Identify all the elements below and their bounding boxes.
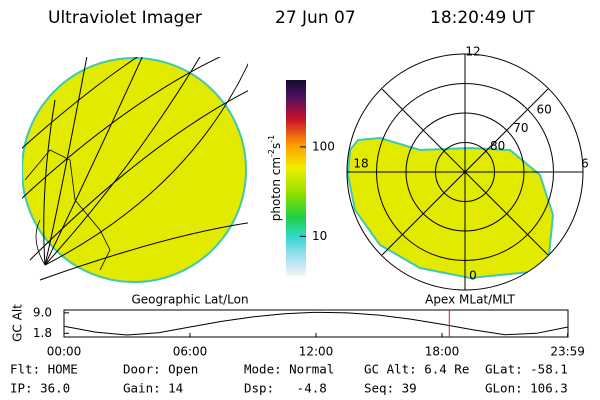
status-field: GLat: -58.1	[485, 362, 568, 377]
unit: photon cm	[269, 157, 283, 221]
unit-exp: -1	[267, 135, 276, 143]
x-tick-label: 12:00	[299, 345, 334, 359]
status-field: Flt: HOME	[10, 362, 78, 377]
status-field: Mode: Normal	[244, 362, 334, 377]
title: Ultraviolet Imager	[48, 8, 202, 28]
mlt-label: 12	[465, 45, 480, 59]
x-tick-label: 23:59	[550, 345, 585, 359]
status-field: Dsp: -4.8	[244, 381, 327, 396]
lat-ring	[376, 83, 554, 261]
time: 18:20:49 UT	[430, 8, 535, 28]
colorbar-tick-label: 100	[312, 139, 335, 153]
lat-ring	[405, 112, 525, 232]
geographic-label: Geographic Lat/Lon	[131, 293, 248, 307]
altitude-ylabel: GC Alt	[11, 304, 25, 342]
status-field: IP: 36.0	[10, 381, 70, 396]
x-tick-label: 00:00	[47, 345, 82, 359]
status-field: GLon: 106.3	[485, 381, 568, 396]
mlt-label: 0	[469, 269, 477, 283]
status-field: Gain: 14	[123, 381, 183, 396]
colorbar-tick-label: 10	[312, 229, 327, 243]
x-tick-label: 06:00	[173, 345, 208, 359]
status-field: Seq: 39	[364, 381, 417, 396]
unit: s	[269, 143, 283, 149]
unit-exp: -2	[267, 149, 276, 157]
lat-ring-label: 80	[490, 139, 505, 153]
colorbar	[286, 80, 306, 276]
polar-image	[346, 53, 584, 291]
colorbar-label: photon cm-2s-1	[267, 135, 283, 222]
mlt-label: 18	[353, 157, 368, 171]
lat-ring-label: 60	[537, 103, 552, 117]
altitude-curve	[64, 312, 568, 335]
y-tick-label: 9.0	[33, 305, 52, 319]
status-field: Door: Open	[123, 362, 198, 377]
geographic-image	[22, 57, 248, 283]
polar-label: Apex MLat/MLT	[425, 293, 515, 307]
y-tick-label: 1.8	[33, 326, 52, 340]
lat-ring-label: 70	[513, 121, 528, 135]
status-field: GC Alt: 6.4 Re	[364, 362, 469, 377]
mlt-label: 6	[581, 157, 589, 171]
x-tick-label: 18:00	[425, 345, 460, 359]
date: 27 Jun 07	[275, 8, 356, 28]
lat-ring	[435, 142, 495, 202]
